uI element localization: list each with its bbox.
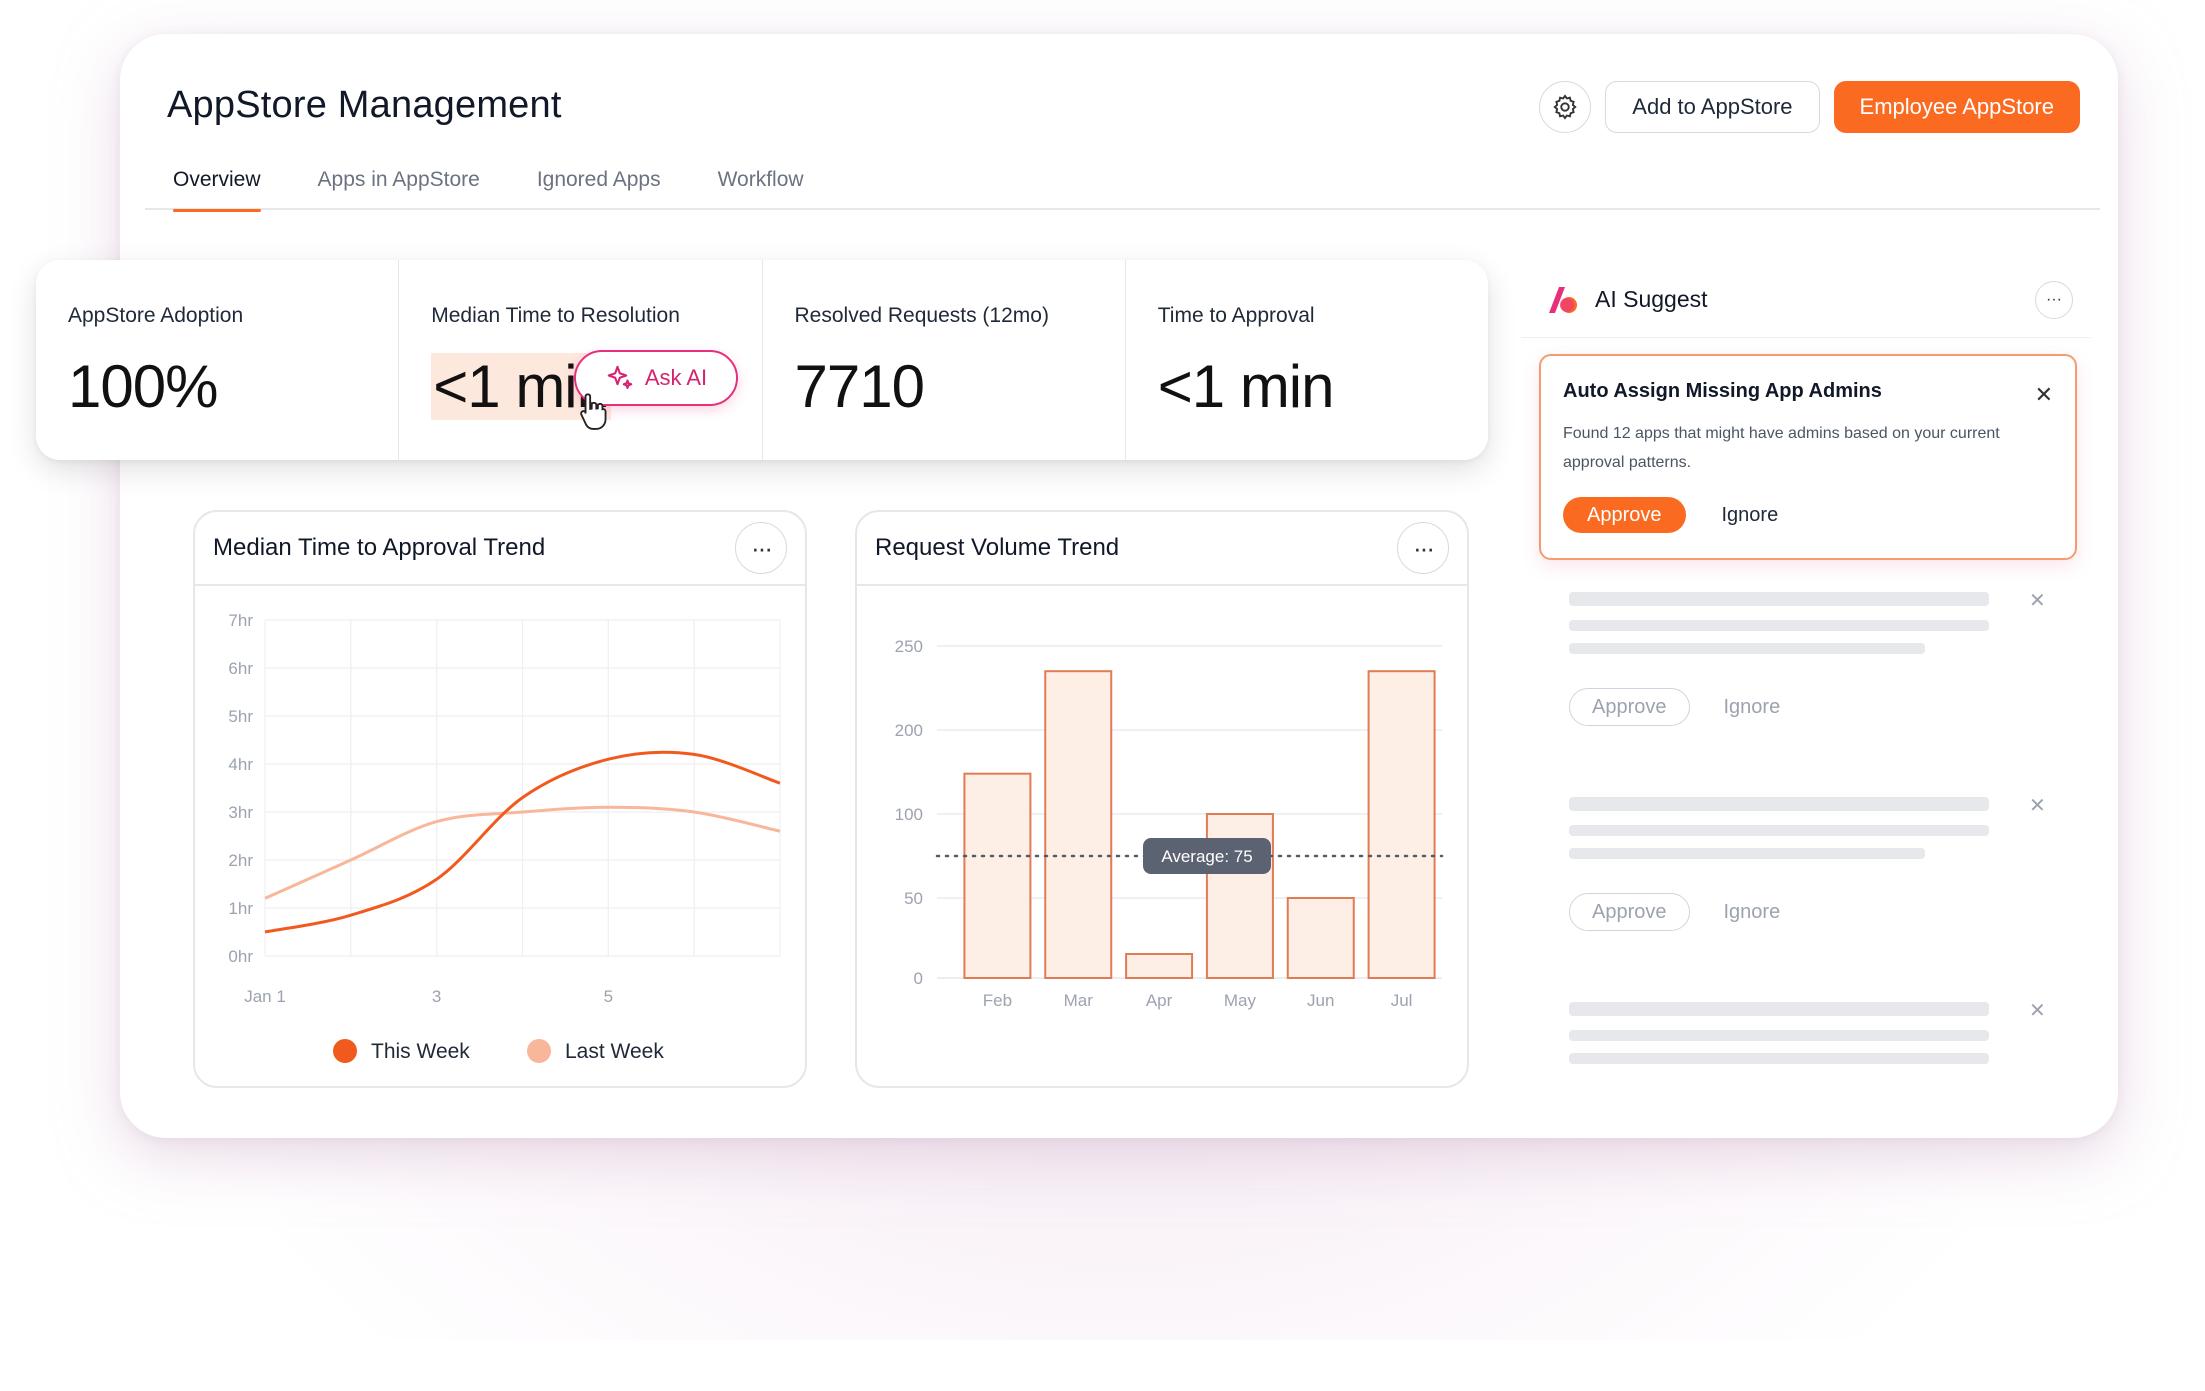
y-tick-label: 2hr (228, 851, 253, 870)
close-icon[interactable]: ✕ (2029, 795, 2046, 817)
add-to-appstore-button[interactable]: Add to AppStore (1605, 81, 1820, 133)
y-tick-label: 0hr (228, 947, 253, 966)
suggestion-description: Found 12 apps that might have admins bas… (1563, 425, 2000, 471)
series-line-this-week (264, 750, 781, 934)
approval-trend-chart: 7hr 6hr 5hr 4hr 3hr 2hr 1hr 0hr Jan 1 3 5 This Week… (228, 611, 781, 1063)
tab-overview[interactable]: Overview (145, 160, 290, 212)
bar-mar[interactable] (1044, 670, 1113, 979)
x-tick-label: Jul (1391, 991, 1413, 1010)
close-icon[interactable]: ✕ (2029, 590, 2046, 612)
suggestion-card: Auto Assign Missing App Admins ✕ Found 1… (1539, 354, 2077, 560)
ignore-button[interactable]: Ignore (1723, 695, 1781, 718)
hand-cursor-icon (580, 393, 607, 430)
skeleton-line (1569, 1030, 1989, 1041)
stat-appstore-adoption: AppStore Adoption 100% (36, 260, 400, 460)
y-tick-label: 6hr (228, 659, 253, 678)
stat-resolved-requests: Resolved Requests (12mo) 7710 (763, 260, 1126, 460)
approve-button[interactable]: Approve (1563, 497, 1686, 533)
page-title: AppStore Management (167, 84, 562, 126)
y-tick-label: 7hr (228, 611, 253, 630)
chart-title: Request Volume Trend (875, 534, 1120, 561)
skeleton-line (1569, 592, 1989, 606)
x-tick-label: Jan 1 (244, 987, 286, 1006)
skeleton-line (1569, 825, 1989, 836)
ignore-button[interactable]: Ignore (1723, 900, 1781, 923)
suggestion-title: Auto Assign Missing App Admins (1563, 380, 1882, 402)
x-tick-label: 3 (432, 987, 441, 1006)
x-tick-label: Jun (1307, 991, 1334, 1010)
average-label-pill (1143, 838, 1271, 874)
y-tick-label: 50 (904, 889, 923, 908)
skeleton-line (1569, 1053, 1989, 1064)
ai-suggest-panel: AI Suggest ··· Auto Assign Missing App A… (1521, 262, 2091, 1092)
x-tick-label: 5 (604, 987, 613, 1006)
chart-title: Median Time to Approval Trend (213, 534, 546, 561)
skeleton-line (1569, 620, 1989, 631)
bar-jun[interactable] (1286, 897, 1355, 979)
close-icon[interactable]: ✕ (2034, 382, 2053, 407)
settings-button[interactable] (1539, 81, 1592, 133)
legend-marker (527, 1039, 551, 1063)
tab-apps-in-appstore[interactable]: Apps in AppStore (317, 168, 480, 191)
more-options-button[interactable]: ··· (2035, 280, 2073, 319)
y-tick-label: 250 (895, 637, 923, 656)
y-tick-label: 3hr (228, 803, 253, 822)
x-tick-label: Apr (1146, 991, 1173, 1010)
bar-apr[interactable] (1125, 953, 1194, 979)
stat-label: Resolved Requests (12mo) (794, 304, 1049, 327)
y-tick-label: 200 (895, 721, 923, 740)
placeholder-suggestion: ✕ (1569, 1000, 2069, 1064)
y-tick-label: 0 (914, 969, 923, 988)
legend-marker (333, 1039, 357, 1063)
skeleton-line (1569, 643, 1925, 654)
x-tick-label: Feb (983, 991, 1012, 1010)
ignore-button[interactable]: Ignore (1721, 503, 1779, 526)
stats-card: AppStore Adoption 100% Median Time to Re… (36, 260, 1488, 460)
more-options-button[interactable]: ··· (1397, 522, 1449, 574)
skeleton-line (1569, 797, 1989, 811)
stat-time-to-approval: Time to Approval <1 min (1126, 260, 1488, 460)
skeleton-line (1569, 1002, 1989, 1016)
stat-label: AppStore Adoption (68, 304, 244, 327)
close-icon[interactable]: ✕ (2029, 1000, 2046, 1022)
more-options-button[interactable]: ··· (735, 522, 787, 574)
stat-value: 100% (68, 353, 218, 420)
ai-logo-icon (1549, 286, 1577, 313)
stat-label: Median Time to Resolution (431, 304, 680, 327)
tab-bar: Overview Apps in AppStore Ignored Apps W… (145, 160, 2100, 212)
legend-label: This Week (371, 1040, 470, 1063)
ai-suggest-title: AI Suggest (1595, 286, 1708, 312)
x-tick-label: Mar (1064, 991, 1094, 1010)
y-tick-label: 5hr (228, 707, 253, 726)
bar-jul[interactable] (1367, 670, 1436, 979)
average-label: Average: 75 (1161, 847, 1252, 866)
tab-ignored-apps[interactable]: Ignored Apps (536, 168, 661, 191)
employee-appstore-button[interactable]: Employee AppStore (1833, 81, 2080, 133)
skeleton-line (1569, 848, 1925, 859)
request-volume-chart: 250 200 100 50 0 Feb Mar Apr May Jun Jul Average: 7… (895, 637, 1444, 1010)
y-tick-label: 4hr (228, 755, 253, 774)
ask-ai-button[interactable]: Ask AI (574, 350, 738, 406)
legend-label: Last Week (565, 1040, 664, 1063)
y-tick-label: 100 (895, 805, 923, 824)
ask-ai-label: Ask AI (644, 365, 708, 390)
placeholder-suggestion: ✕ Approve Ignore (1569, 590, 2069, 726)
tab-workflow[interactable]: Workflow (717, 168, 804, 191)
header-actions: Add to AppStore Employee AppStore (1539, 81, 2080, 133)
approval-trend-card: Median Time to Approval Trend ··· 7hr 6hr… (193, 510, 807, 1088)
stat-value: <1 min (1157, 353, 1335, 420)
approve-button[interactable]: Approve (1569, 688, 1690, 726)
request-volume-card: Request Volume Trend ··· 250 200 100 50 0 Feb… (855, 510, 1469, 1088)
stat-label: Time to Approval (1157, 304, 1315, 327)
approve-button[interactable]: Approve (1569, 893, 1690, 931)
y-tick-label: 1hr (228, 899, 253, 918)
bar-feb[interactable] (963, 772, 1032, 979)
x-tick-label: May (1224, 991, 1257, 1010)
sparkles-icon (607, 365, 633, 389)
series-line-last-week (264, 805, 781, 900)
placeholder-suggestion: ✕ Approve Ignore (1569, 795, 2069, 931)
stat-value: 7710 (794, 353, 925, 420)
gear-icon (1553, 94, 1577, 120)
